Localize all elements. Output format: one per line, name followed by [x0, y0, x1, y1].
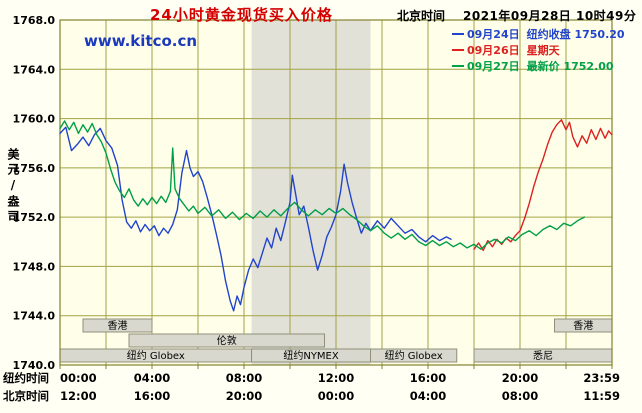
legend-desc: 星期天: [526, 44, 560, 57]
legend-day-label: 09月27日: [467, 60, 520, 73]
svg-text:00:00: 00:00: [318, 389, 355, 403]
svg-text:北京时间: 北京时间: [3, 389, 49, 403]
svg-text:16:00: 16:00: [134, 389, 171, 403]
svg-text:12:00: 12:00: [60, 389, 97, 403]
svg-text:20:00: 20:00: [226, 389, 263, 403]
legend-color-dash: [452, 49, 464, 51]
svg-text:香港: 香港: [108, 320, 128, 332]
svg-text:16:00: 16:00: [410, 371, 447, 385]
legend: 09月24日 纽约收盘 1750.20 09月26日 星期天 09月27日 最新价 175…: [452, 26, 625, 74]
legend-color-dash: [452, 33, 464, 35]
svg-text:1744.0: 1744.0: [13, 310, 56, 323]
svg-text:纽约 Globex: 纽约 Globex: [127, 349, 185, 362]
legend-item: 09月26日 星期天: [452, 42, 625, 58]
svg-text:悉尼: 悉尼: [533, 350, 553, 362]
legend-day-label: 09月24日: [467, 28, 520, 41]
svg-text:00:00: 00:00: [60, 371, 97, 385]
svg-text:纽约 Globex: 纽约 Globex: [385, 349, 443, 362]
legend-item: 09月24日 纽约收盘 1750.20: [452, 26, 625, 42]
svg-text:11:59: 11:59: [583, 389, 620, 403]
svg-text:08:00: 08:00: [502, 389, 539, 403]
svg-text:1740.0: 1740.0: [13, 359, 56, 372]
legend-item: 09月27日 最新价 1752.00: [452, 58, 625, 74]
svg-text:1764.0: 1764.0: [13, 63, 56, 76]
svg-text:20:00: 20:00: [502, 371, 539, 385]
legend-color-dash: [452, 65, 464, 67]
svg-text:1748.0: 1748.0: [13, 260, 56, 273]
svg-text:香港: 香港: [573, 320, 593, 332]
legend-day-label: 09月26日: [467, 44, 520, 57]
svg-text:1768.0: 1768.0: [13, 14, 56, 27]
svg-text:1760.0: 1760.0: [13, 113, 56, 126]
chart-title: 24小时黄金现货买入价格: [150, 6, 333, 24]
svg-text:12:00: 12:00: [318, 371, 355, 385]
kitco-watermark: www.kitco.cn: [84, 32, 198, 50]
beijing-time-label: 北京时间: [397, 9, 446, 23]
svg-text:08:00: 08:00: [226, 371, 263, 385]
svg-text:纽约NYMEX: 纽约NYMEX: [283, 349, 339, 362]
svg-text:1756.0: 1756.0: [13, 162, 56, 175]
svg-text:04:00: 04:00: [410, 389, 447, 403]
svg-text:1752.0: 1752.0: [13, 211, 56, 224]
y-axis-unit-label: 美元/盎司: [6, 148, 20, 225]
legend-desc: 纽约收盘 1750.20: [526, 28, 625, 41]
svg-text:伦敦: 伦敦: [217, 334, 237, 347]
beijing-time-value: 2021年09月28日 10时49分: [463, 9, 637, 23]
svg-text:23:59: 23:59: [583, 371, 620, 385]
svg-text:纽约时间: 纽约时间: [3, 371, 49, 385]
legend-desc: 最新价 1752.00: [526, 60, 614, 73]
svg-text:04:00: 04:00: [134, 371, 171, 385]
